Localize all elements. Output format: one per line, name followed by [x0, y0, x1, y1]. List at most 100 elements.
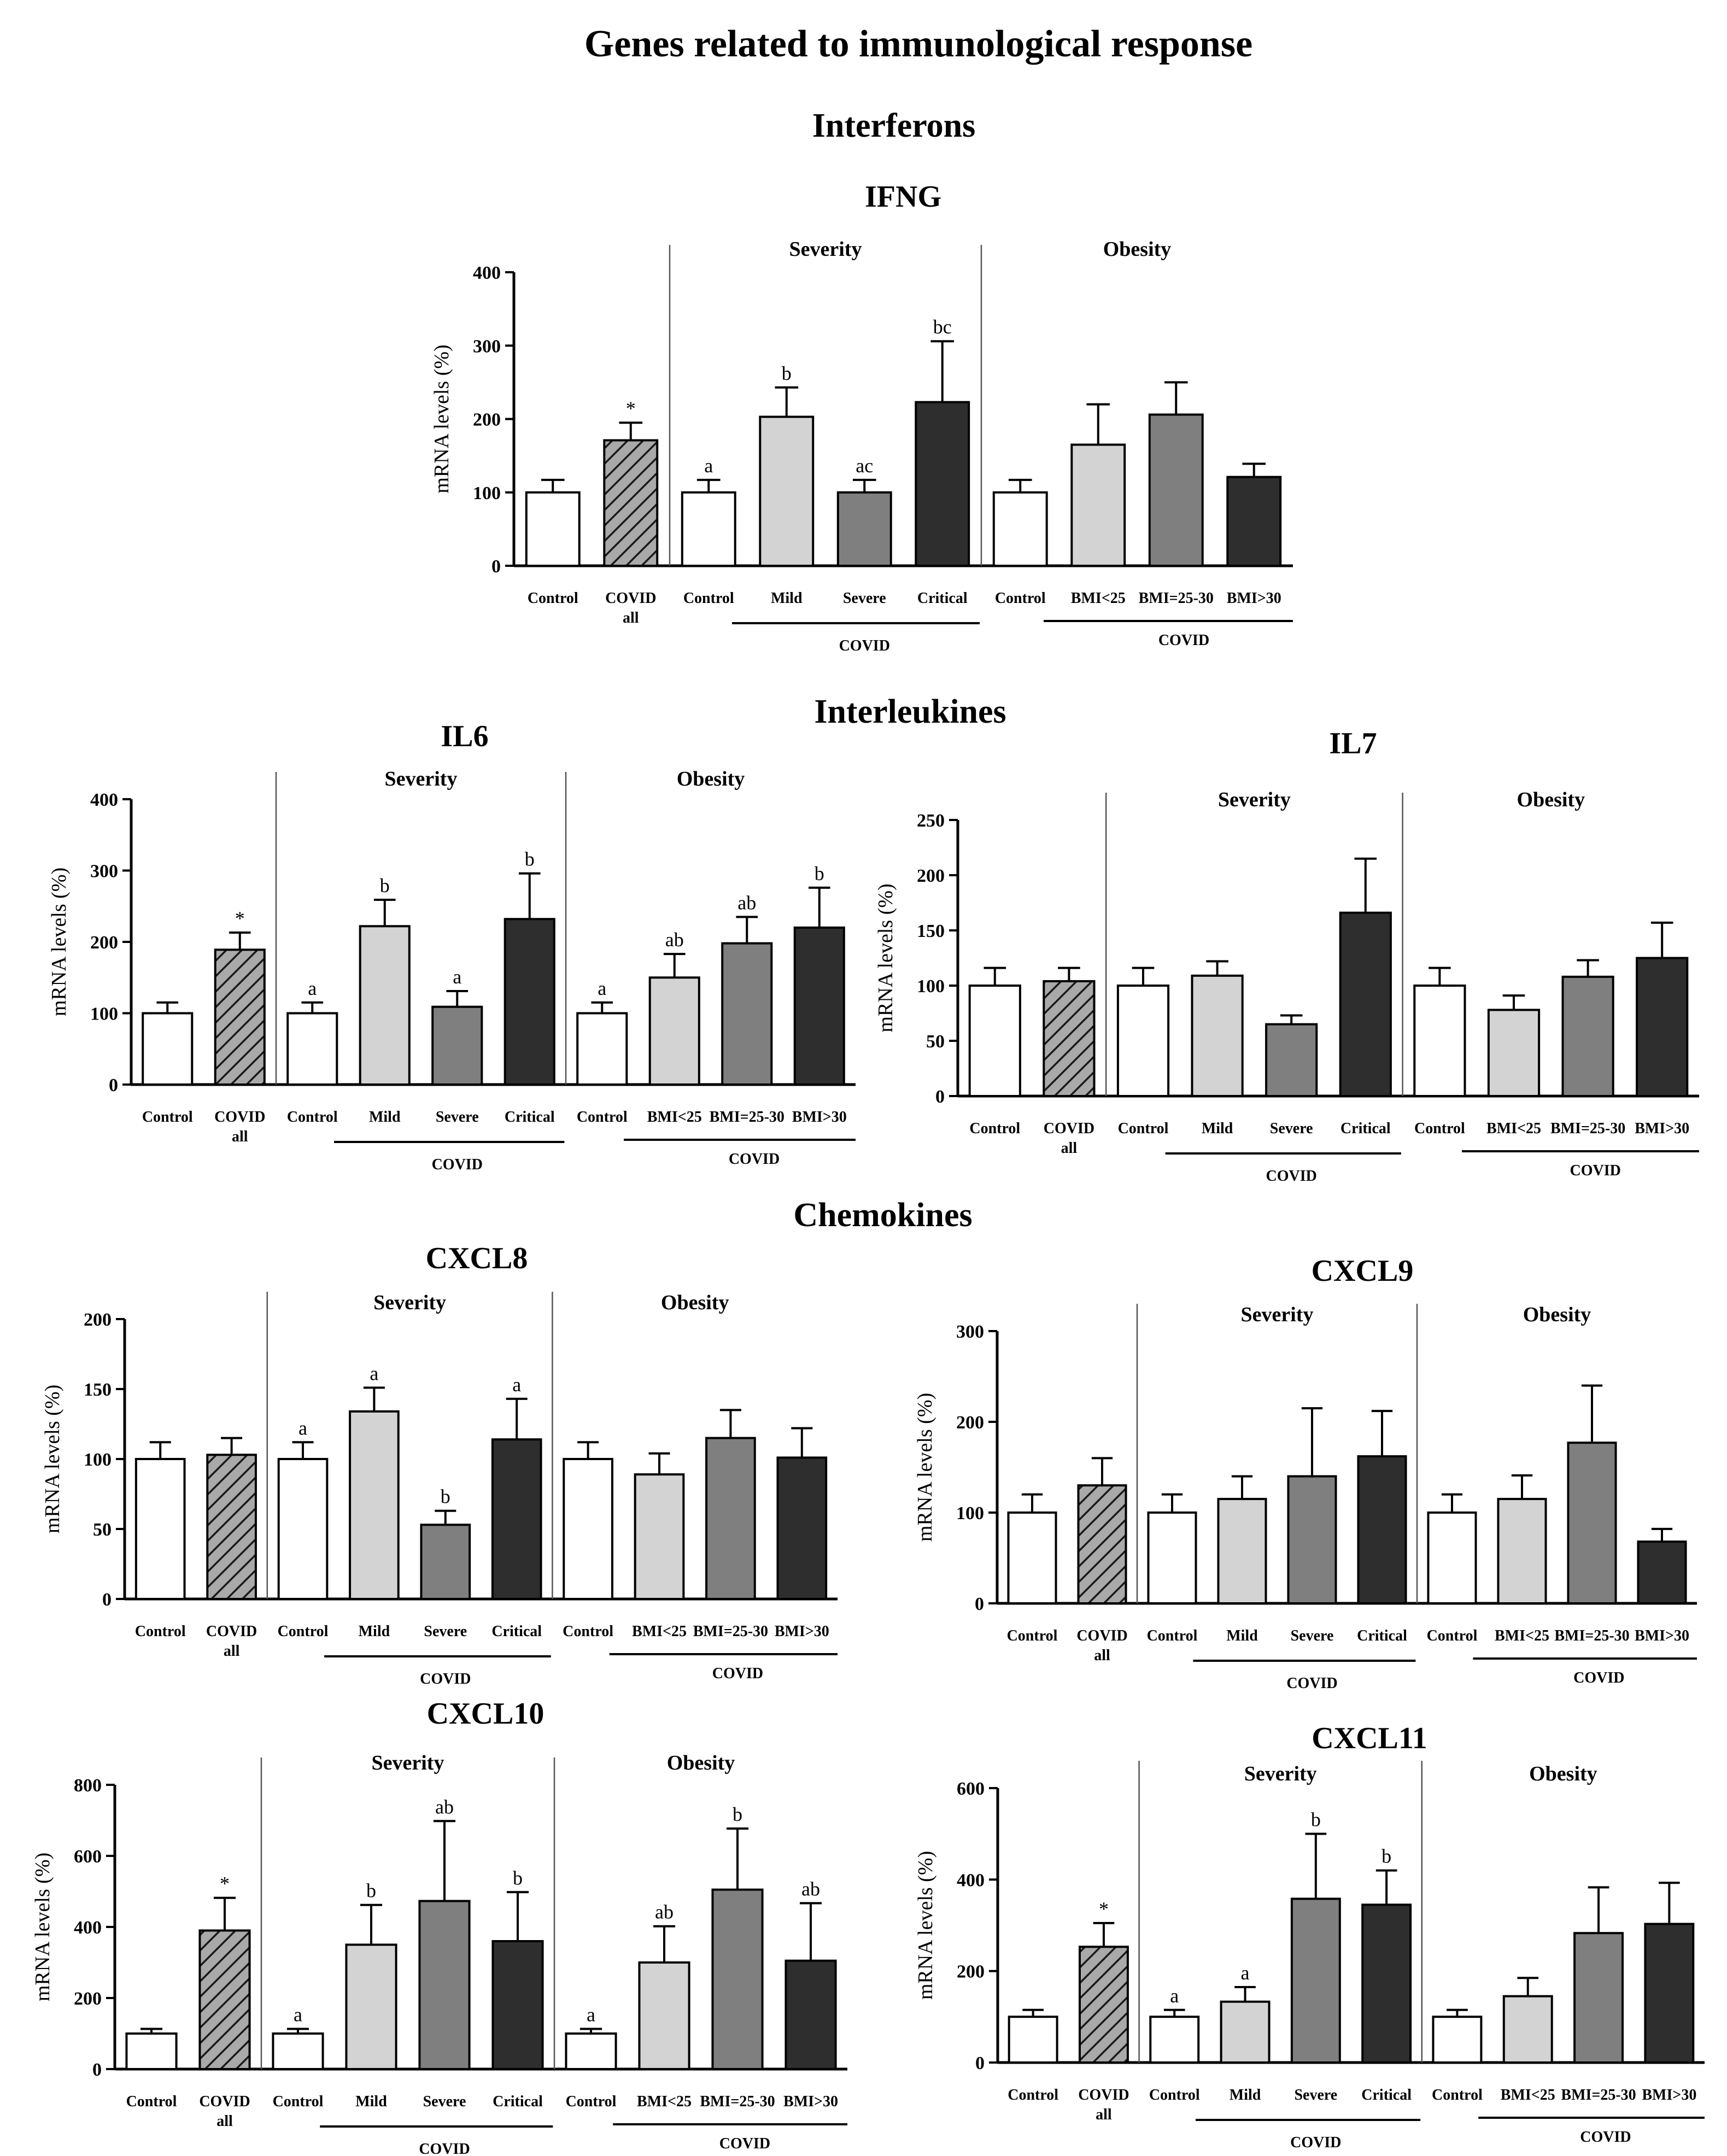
significance-label: *	[220, 1873, 230, 1895]
y-axis-label: mRNA levels (%)	[874, 883, 897, 1032]
y-axis-label: mRNA levels (%)	[41, 1385, 64, 1533]
y-axis-label: mRNA levels (%)	[48, 868, 71, 1016]
y-tick-label: 0	[975, 1594, 984, 1614]
x-tick-label: BMI<25	[647, 1109, 702, 1126]
covid-group-label: COVID	[1580, 2129, 1631, 2146]
bar-bmi-25-30	[705, 1437, 756, 1601]
significance-label: a	[308, 977, 317, 999]
x-tick-label: COVID	[199, 2093, 250, 2110]
bar-severity-control	[1116, 985, 1170, 1097]
significance-label: ab	[801, 1878, 820, 1900]
x-tick-label: COVID	[605, 590, 656, 607]
y-tick-label: 150	[917, 921, 945, 941]
x-tick-label: Control	[135, 1623, 186, 1640]
bar-severe	[418, 1900, 471, 2071]
significance-label: b	[441, 1486, 450, 1508]
bar-bmi-gt30	[1644, 1923, 1695, 2064]
x-tick-label: BMI>30	[1635, 1120, 1689, 1137]
y-tick-label: 0	[491, 556, 501, 577]
bar-bmi-lt25	[648, 976, 700, 1086]
significance-label: b	[380, 875, 390, 897]
bar-mild	[349, 1410, 400, 1600]
covid-group-label: COVID	[719, 2135, 770, 2152]
x-tick-label: Control	[273, 2093, 324, 2110]
x-tick-label: Mild	[1202, 1120, 1233, 1137]
x-tick-label: BMI>30	[1642, 2087, 1696, 2104]
x-tick-label: Mild	[771, 590, 803, 607]
bar-bmi-gt30	[776, 1456, 828, 1600]
bar-covid-all	[1043, 980, 1096, 1098]
bar-bmi-25-30	[1561, 975, 1614, 1097]
x-tick-label: Critical	[505, 1109, 555, 1126]
bar-bmi-lt25	[1070, 443, 1126, 567]
x-tick-label: Control	[1149, 2087, 1200, 2104]
bar-severity-control	[1147, 1511, 1197, 1604]
x-tick-label: Control	[1007, 1627, 1058, 1644]
bar-bmi-lt25	[638, 1961, 690, 2070]
x-tick-label: Control	[566, 2093, 617, 2110]
x-tick-label: BMI>30	[792, 1109, 847, 1126]
chart-title: IFNG	[865, 180, 941, 214]
bar-severity-control	[272, 2032, 324, 2070]
x-tick-label: Critical	[917, 590, 968, 607]
bar-control	[134, 1458, 186, 1600]
bar-mild	[1191, 974, 1244, 1097]
x-tick-label: BMI=25-30	[693, 1623, 768, 1640]
section-chemokines: Chemokines	[793, 1197, 972, 1234]
bar-severity-control	[681, 491, 736, 567]
covid-group-label: COVID	[419, 2141, 470, 2156]
bar-critical	[504, 918, 555, 1086]
group-label-obesity: Obesity	[677, 768, 745, 790]
bar-bmi-gt30	[785, 1959, 837, 2070]
significance-label: b	[782, 362, 792, 384]
x-tick-label: BMI>30	[775, 1623, 829, 1640]
x-tick-label: Control	[278, 1623, 329, 1640]
x-tick-label: BMI<25	[632, 1623, 687, 1640]
significance-label: ab	[435, 1796, 454, 1818]
bar-obesity-control	[565, 2032, 617, 2070]
group-label-obesity: Obesity	[1103, 238, 1172, 261]
group-label-obesity: Obesity	[667, 1751, 735, 1774]
x-tick-label: Severe	[436, 1109, 479, 1126]
y-tick-label: 0	[935, 1087, 945, 1107]
x-tick-label: Severe	[1291, 1627, 1334, 1644]
y-tick-label: 300	[90, 862, 118, 882]
y-tick-label: 200	[90, 933, 118, 953]
bar-obesity-control	[1432, 2016, 1483, 2064]
group-label-obesity: Obesity	[1529, 1762, 1597, 1785]
bar-covid-all	[1078, 1946, 1129, 2064]
significance-label: b	[1381, 1846, 1391, 1867]
x-tick-label: all	[1096, 2106, 1112, 2123]
significance-label: a	[298, 1417, 307, 1439]
bar-covid-all	[603, 439, 659, 567]
y-tick-label: 50	[926, 1032, 945, 1052]
chart-il7: IL7 mRNA levels (%) 0 50 100 150 200 250 Severit…	[874, 727, 1699, 1185]
bar-bmi-lt25	[634, 1473, 685, 1600]
y-axis-label: mRNA levels (%)	[914, 1851, 937, 2000]
significance-label: ab	[665, 929, 684, 951]
x-tick-label: COVID	[1076, 1627, 1127, 1644]
significance-label: a	[512, 1374, 521, 1396]
chart-cxcl11: CXCL11 mRNA levels (%) 0 200 400 600 Severity O…	[914, 1721, 1705, 2151]
bar-covid-all	[1077, 1484, 1127, 1604]
y-tick-label: 300	[956, 1322, 984, 1342]
x-tick-label: Control	[126, 2093, 177, 2110]
y-tick-label: 200	[956, 1413, 984, 1433]
y-tick-label: 400	[957, 1870, 985, 1890]
x-tick-label: Mild	[1230, 2087, 1261, 2104]
bar-bmi-25-30	[1573, 1932, 1624, 2064]
significance-label: ab	[655, 1901, 674, 1923]
bar-critical	[491, 1940, 544, 2070]
x-tick-label: all	[232, 1128, 248, 1145]
bar-covid-all	[206, 1454, 257, 1601]
x-tick-label: Severe	[423, 2093, 466, 2110]
bar-obesity-control	[1427, 1511, 1477, 1604]
chart-cxcl10: CXCL10 mRNA levels (%) 0 200 400 600 800 Severi…	[31, 1697, 847, 2156]
group-label-obesity: Obesity	[1517, 788, 1585, 811]
x-tick-label: Mild	[1226, 1627, 1258, 1644]
bar-critical	[915, 401, 970, 567]
y-tick-label: 100	[917, 976, 945, 997]
bar-control	[968, 985, 1021, 1097]
y-axis-label: mRNA levels (%)	[430, 344, 453, 493]
y-tick-label: 200	[74, 1989, 102, 2009]
